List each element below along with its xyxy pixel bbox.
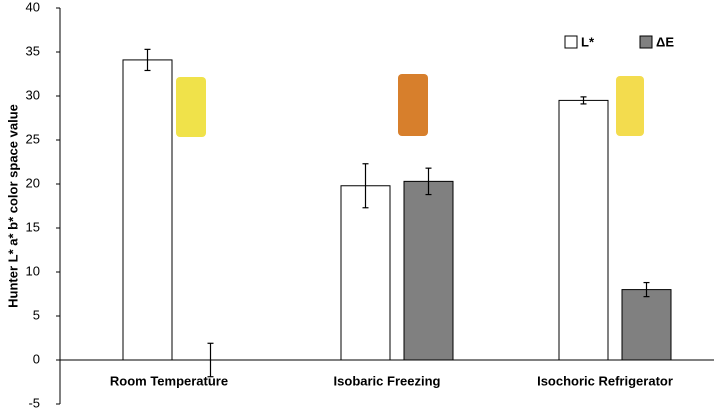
bar xyxy=(340,185,391,361)
legend-swatch xyxy=(564,35,578,49)
x-tick-label: Isochoric Refrigerator xyxy=(537,373,673,388)
error-bar xyxy=(580,96,587,105)
error-bar xyxy=(207,342,214,378)
sample-photo xyxy=(616,76,644,136)
y-tick-label: 10 xyxy=(26,263,40,278)
y-tick-label: 30 xyxy=(26,87,40,102)
bar xyxy=(621,289,672,361)
bar xyxy=(122,59,173,361)
y-tick-label: 15 xyxy=(26,219,40,234)
error-bar xyxy=(362,163,369,209)
y-axis-title: Hunter L* a* b* color space value xyxy=(5,104,20,308)
y-tick-label: 40 xyxy=(26,0,40,14)
sample-photo xyxy=(398,74,428,136)
y-tick-label: -5 xyxy=(28,395,40,410)
y-tick-label: 0 xyxy=(33,351,40,366)
bar xyxy=(558,99,609,361)
x-tick-label: Isobaric Freezing xyxy=(334,373,441,388)
y-tick-label: 25 xyxy=(26,131,40,146)
y-tick-label: 35 xyxy=(26,43,40,58)
error-bar xyxy=(144,48,151,72)
error-bar xyxy=(425,167,432,196)
sample-photo xyxy=(176,77,206,137)
legend-label: ΔE xyxy=(656,34,674,49)
bar xyxy=(403,180,454,361)
y-tick-label: 20 xyxy=(26,175,40,190)
y-tick-label: 5 xyxy=(33,307,40,322)
legend-swatch xyxy=(639,35,653,49)
x-tick-label: Room Temperature xyxy=(110,373,228,388)
legend-label: L* xyxy=(581,34,595,49)
error-bar xyxy=(643,281,650,298)
